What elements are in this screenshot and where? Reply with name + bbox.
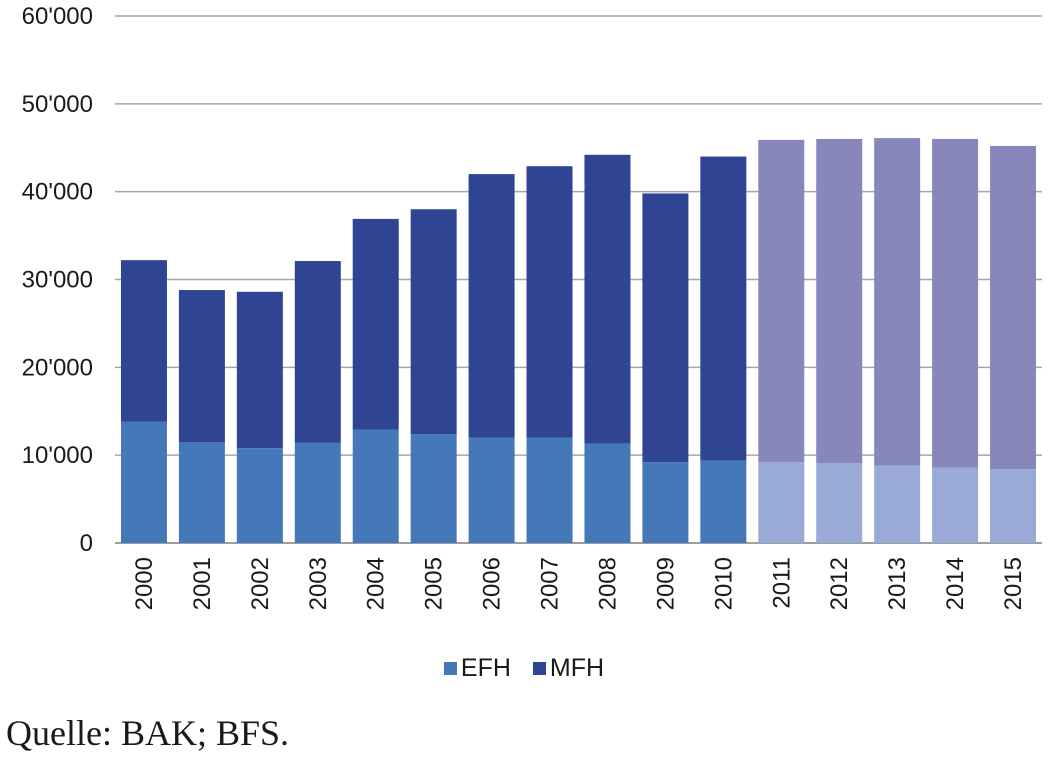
- x-tick-label: 2014: [942, 557, 969, 610]
- bar-mfh-2015: [990, 145, 1037, 470]
- y-tick-label: 0: [80, 530, 93, 557]
- bar-efh-2004: [352, 429, 399, 543]
- x-tick-label: 2013: [884, 557, 911, 610]
- x-tick-label: 2000: [131, 557, 158, 610]
- bar-mfh-2001: [178, 290, 225, 442]
- bar-mfh-2014: [932, 138, 979, 468]
- y-tick-label: 20'000: [22, 354, 93, 381]
- y-tick-label: 60'000: [22, 3, 93, 30]
- bar-mfh-2005: [410, 209, 457, 435]
- legend-swatch-mfh: [532, 662, 546, 675]
- y-axis-ticks: 0 10'000 20'000 30'000 40'000 50'000 60'000: [22, 3, 93, 557]
- x-tick-label: 2011: [768, 557, 795, 609]
- x-tick-label: 2015: [1000, 557, 1027, 610]
- bar-efh-2008: [584, 443, 631, 543]
- bar-mfh-2000: [120, 260, 167, 422]
- bar-efh-2013: [874, 465, 921, 543]
- legend-label-efh: EFH: [460, 654, 511, 682]
- bar-mfh-2004: [352, 218, 399, 430]
- x-axis-ticks: 2000 2001 2002 2003 2004 2005 2006 2007 2008 2009…: [131, 557, 1027, 610]
- bar-mfh-2012: [816, 138, 863, 464]
- bar-efh-2000: [120, 421, 167, 543]
- bar-efh-2005: [410, 434, 457, 543]
- bar-mfh-2003: [294, 261, 341, 443]
- bar-efh-2014: [932, 467, 979, 543]
- x-tick-label: 2002: [247, 557, 274, 610]
- x-tick-label: 2006: [479, 557, 506, 610]
- legend-item-efh: EFH: [443, 654, 511, 683]
- x-tick-label: 2010: [710, 557, 737, 610]
- x-tick-label: 2001: [189, 557, 216, 610]
- x-tick-label: 2009: [652, 557, 679, 610]
- stacked-bar-chart: 0 10'000 20'000 30'000 40'000 50'000 60'000 20…: [22, 3, 1042, 610]
- bar-efh-2003: [294, 442, 341, 543]
- bar-mfh-2011: [758, 139, 805, 463]
- y-tick-label: 50'000: [22, 91, 93, 118]
- x-tick-label: 2005: [421, 557, 448, 610]
- bar-mfh-2007: [526, 166, 573, 438]
- bar-mfh-2013: [874, 138, 921, 466]
- bar-efh-2010: [700, 460, 747, 543]
- bar-mfh-2006: [468, 174, 515, 438]
- bar-mfh-2010: [700, 156, 747, 461]
- bar-efh-2012: [816, 463, 863, 543]
- x-tick-label: 2007: [537, 557, 564, 610]
- bar-efh-2011: [758, 462, 805, 543]
- bar-mfh-2009: [642, 193, 689, 463]
- bar-efh-2009: [642, 462, 689, 543]
- bar-efh-2015: [990, 469, 1037, 543]
- legend-swatch-efh: [443, 662, 457, 675]
- bar-mfh-2008: [584, 154, 631, 444]
- legend-item-mfh: MFH: [532, 654, 605, 683]
- source-note: Quelle: BAK; BFS.: [6, 713, 290, 753]
- bar-efh-2006: [468, 437, 515, 543]
- y-tick-label: 10'000: [22, 442, 93, 469]
- legend: EFH MFH: [0, 654, 1048, 683]
- x-tick-label: 2003: [305, 557, 332, 610]
- bar-efh-2007: [526, 437, 573, 543]
- x-tick-label: 2004: [363, 557, 390, 610]
- x-tick-label: 2012: [826, 557, 853, 610]
- bars: [120, 138, 1037, 543]
- bar-efh-2001: [178, 441, 225, 543]
- legend-label-mfh: MFH: [549, 654, 605, 682]
- x-tick-label: 2008: [594, 557, 621, 610]
- y-tick-label: 30'000: [22, 267, 93, 294]
- bar-mfh-2002: [236, 291, 283, 449]
- y-tick-label: 40'000: [22, 179, 93, 206]
- bar-efh-2002: [236, 448, 283, 543]
